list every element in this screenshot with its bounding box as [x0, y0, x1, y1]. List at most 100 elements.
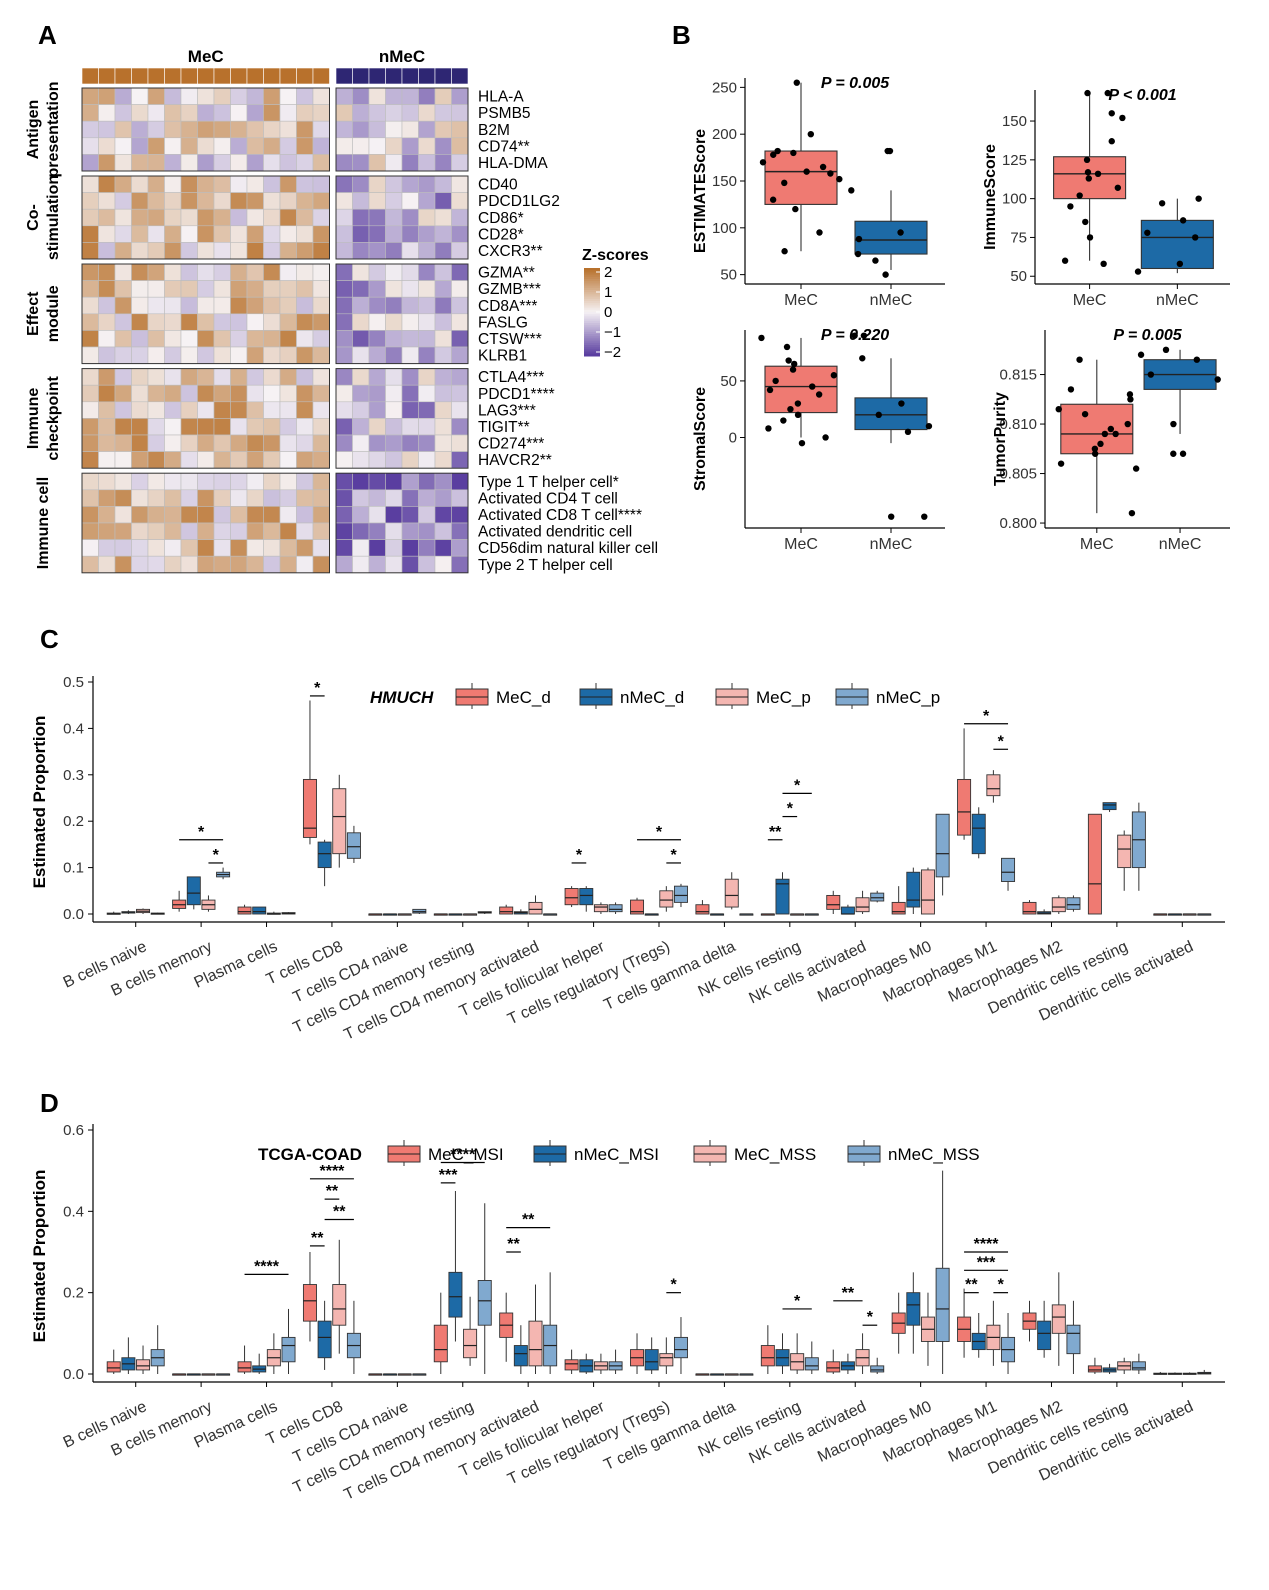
heat-cell	[385, 104, 403, 122]
heat-cell	[368, 368, 386, 386]
heat-cell	[263, 137, 281, 155]
heat-cell	[147, 175, 165, 193]
y-tick-label: 50	[720, 267, 737, 284]
gene-label: CD8A***	[478, 298, 537, 315]
heat-cell	[335, 154, 353, 172]
heat-cell	[263, 313, 281, 331]
heat-cell	[296, 368, 314, 386]
significance-stars: *	[213, 847, 220, 864]
heat-cell	[230, 384, 248, 403]
legend-gradient-step	[584, 325, 600, 328]
heat-cell	[312, 330, 330, 348]
box-nmec_d	[644, 913, 659, 916]
heat-cell	[164, 280, 182, 298]
heat-cell	[180, 368, 198, 386]
box-body	[986, 774, 1001, 797]
gene-label: CTSW***	[478, 331, 542, 348]
data-point	[807, 130, 815, 138]
y-tick-label: 0.4	[63, 1203, 84, 1220]
gene-label: TIGIT**	[478, 419, 530, 436]
box-body	[957, 778, 972, 836]
x-tick-label: Macrophages M1	[881, 1398, 1000, 1466]
heat-cell	[263, 506, 281, 524]
heat-cell	[246, 330, 264, 348]
heat-cell	[434, 104, 452, 122]
legend-gradient-step	[584, 279, 600, 282]
heat-cell	[98, 434, 116, 452]
heatmap-block-frame-mec	[81, 472, 330, 574]
heat-cell	[98, 539, 116, 557]
heat-cell	[401, 225, 419, 243]
heat-cell	[147, 242, 165, 260]
box-nmec_d	[1102, 802, 1117, 812]
gene-label: CXCR3**	[478, 243, 543, 260]
heat-cell	[368, 175, 386, 193]
heat-cell	[230, 434, 248, 452]
heat-cell	[279, 539, 297, 557]
heat-cell	[279, 280, 297, 298]
box-nmec_msi	[906, 1272, 921, 1354]
box-mec	[1060, 403, 1134, 455]
heat-cell	[401, 451, 419, 469]
box-nmec_d	[383, 913, 398, 916]
data-point	[772, 377, 779, 385]
heat-cell	[131, 384, 149, 403]
heat-cell	[147, 472, 165, 491]
box-mec_p	[920, 867, 935, 915]
box-mec_msi	[302, 1252, 317, 1342]
box-body	[106, 1361, 121, 1373]
heat-cell	[230, 154, 248, 172]
heat-cell	[263, 154, 281, 172]
heat-cell	[131, 330, 149, 348]
heat-cell	[312, 192, 330, 210]
heat-cell	[434, 313, 452, 331]
gene-label: Activated CD8 T cell****	[478, 507, 642, 524]
heat-cell	[131, 175, 149, 193]
heat-cell	[147, 296, 165, 315]
heat-cell	[368, 434, 386, 452]
box-mec_msi	[237, 1345, 252, 1374]
gene-label: CTLA4***	[478, 369, 544, 386]
legend-gradient-step	[584, 318, 600, 322]
box-mec_msi	[499, 1292, 514, 1362]
heatmap-block-frame-nmec	[335, 175, 469, 260]
heat-cell	[197, 451, 215, 469]
heat-cell	[352, 418, 370, 436]
heat-cell	[197, 368, 215, 386]
y-tick-label: 0.1	[63, 860, 84, 877]
box-nmec_mss	[870, 1357, 885, 1374]
heat-cell	[418, 330, 436, 348]
heat-cell	[434, 472, 452, 491]
box-nmec_p	[1001, 857, 1016, 891]
box-body	[920, 869, 935, 915]
data-point	[1086, 234, 1094, 241]
heat-cell	[180, 192, 198, 210]
legend-tick-label: 1	[604, 284, 612, 301]
heat-cell	[368, 242, 386, 260]
box-mec_d	[630, 897, 645, 915]
annotation-cell-nmec	[385, 67, 403, 85]
heat-cell	[312, 137, 330, 155]
box-nmec_d	[1167, 913, 1182, 916]
box-body	[463, 1328, 478, 1359]
heat-cell	[335, 489, 353, 507]
heat-cell	[246, 175, 264, 193]
heat-cell	[197, 472, 215, 491]
heat-cell	[434, 192, 452, 210]
heat-cell	[180, 296, 198, 315]
data-point	[1126, 391, 1134, 398]
heat-cell	[385, 489, 403, 507]
heat-cell	[335, 296, 353, 315]
heat-cell	[197, 330, 215, 348]
heat-cell	[296, 384, 314, 403]
heat-cell	[213, 384, 231, 403]
heat-cell	[81, 384, 99, 403]
data-point	[1127, 396, 1134, 403]
heat-cell	[451, 539, 469, 557]
significance-annotation: **	[964, 1277, 979, 1294]
data-point	[1076, 192, 1083, 199]
significance-stars: *	[998, 733, 1005, 750]
heatmap-block-frame-nmec	[335, 368, 469, 469]
y-tick-label: 0.0	[63, 906, 84, 923]
heat-cell	[147, 313, 165, 331]
